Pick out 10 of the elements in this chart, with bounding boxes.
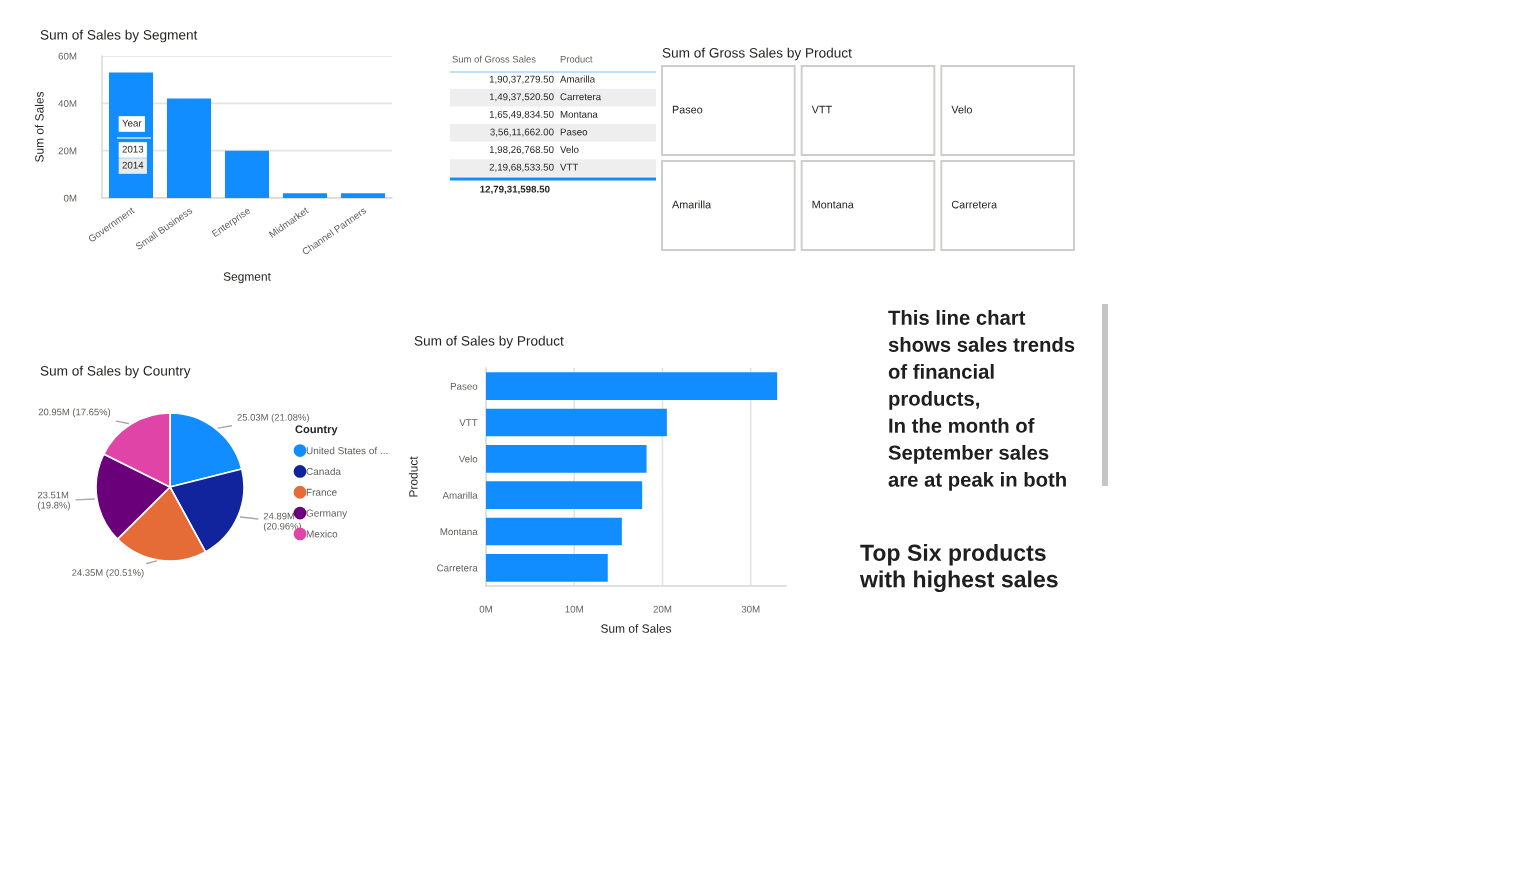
bar [486,554,608,582]
bar [486,408,667,437]
bar [486,481,643,509]
bar [486,445,647,473]
text: Top Six products with highest sales [859,544,1058,593]
bar [224,150,270,198]
bar [486,517,622,546]
bar [486,372,778,400]
bar [166,98,212,198]
text: This line chart shows sales trends of financial products, In the month of September sales are at peak in both [888,310,1075,491]
